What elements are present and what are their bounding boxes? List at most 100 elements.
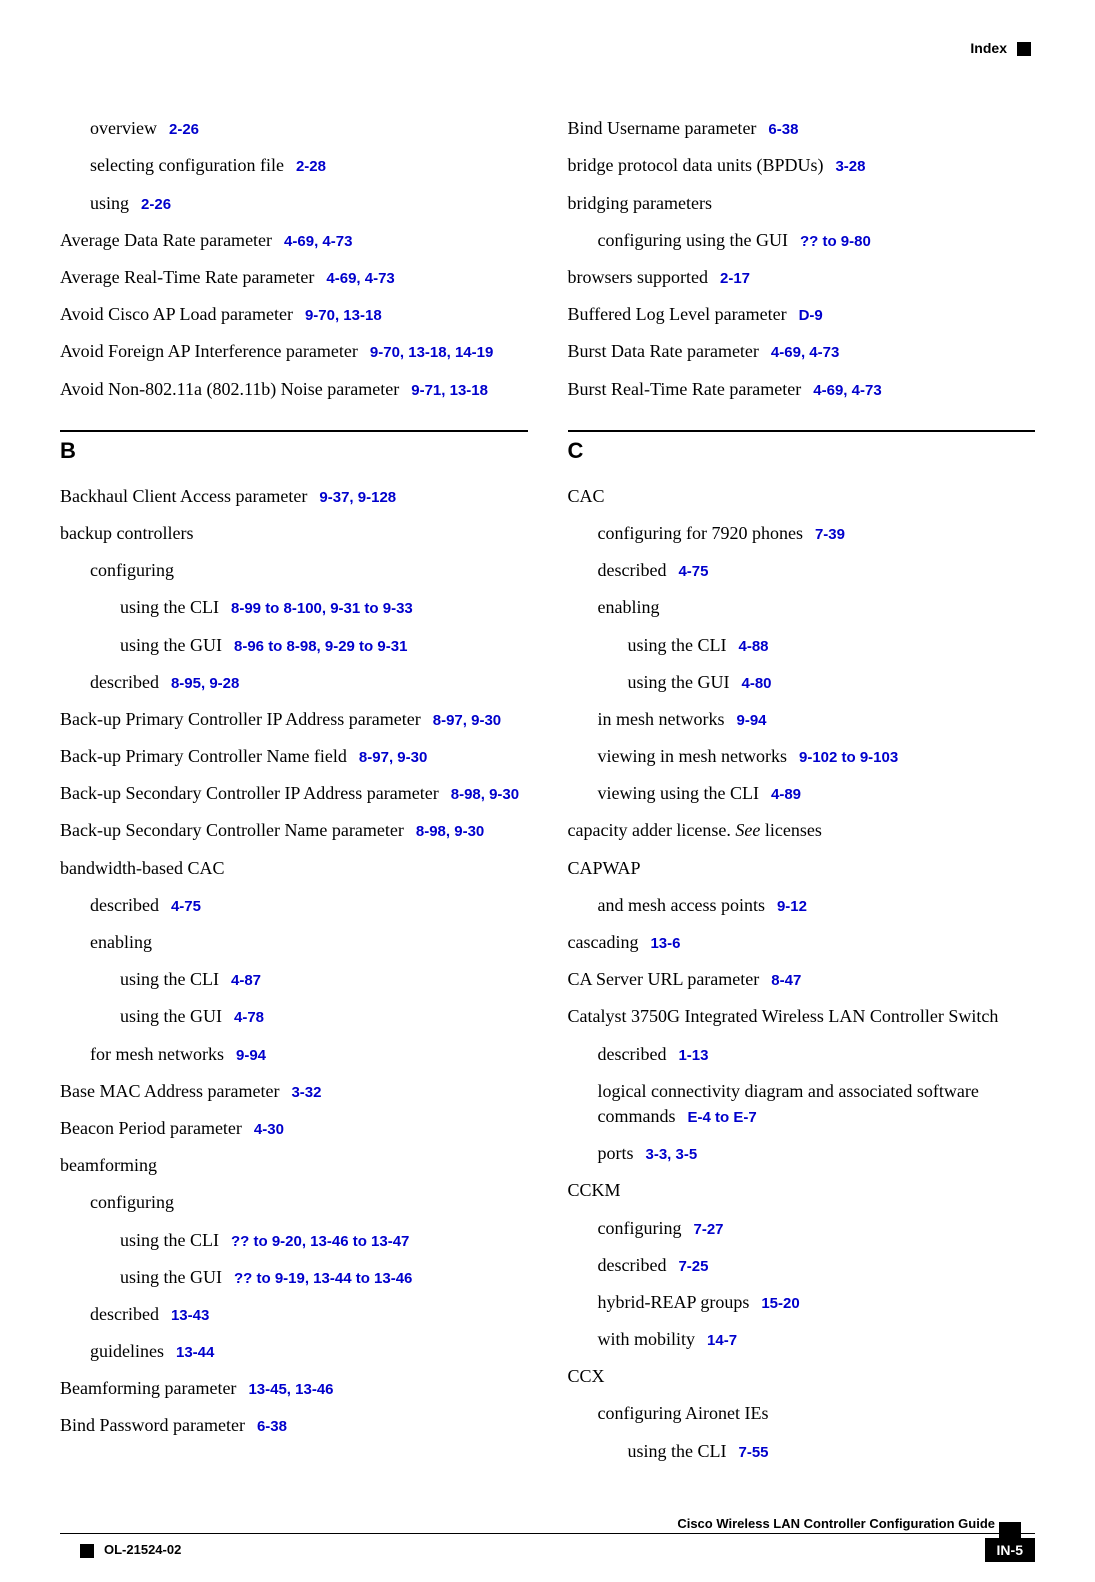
page-ref[interactable]: 1-13	[678, 1047, 708, 1064]
page-ref[interactable]: 9-70, 13-18, 14-19	[370, 344, 493, 361]
page-ref[interactable]: 4-88	[739, 638, 769, 655]
index-entry: and mesh access points9-12	[568, 893, 1036, 918]
right-column: Bind Username parameter6-38 bridge proto…	[568, 116, 1036, 1476]
index-entry: configuring	[60, 558, 528, 583]
page-ref[interactable]: 3-3, 3-5	[646, 1146, 698, 1163]
index-entry: Bind Password parameter 6-38	[60, 1413, 528, 1438]
page-ref[interactable]: 8-95, 9-28	[171, 675, 239, 692]
entry-text: Back-up Primary Controller IP Address pa…	[60, 709, 421, 729]
entry-text: using	[90, 193, 129, 213]
page-ref[interactable]: 13-45, 13-46	[248, 1381, 333, 1398]
entry-text: Average Data Rate parameter	[60, 230, 272, 250]
page-ref[interactable]: 4-30	[254, 1121, 284, 1138]
entry-text: described	[90, 1304, 159, 1324]
page-ref[interactable]: 6-38	[768, 121, 798, 138]
entry-text: described	[90, 672, 159, 692]
page-ref[interactable]: 13-44	[176, 1344, 214, 1361]
entry-text: configuring	[90, 560, 174, 580]
page-ref[interactable]: 4-75	[171, 898, 201, 915]
page-ref[interactable]: 4-75	[678, 563, 708, 580]
page-ref[interactable]: 4-89	[771, 786, 801, 803]
page-ref[interactable]: 13-6	[650, 935, 680, 952]
entry-text: CCKM	[568, 1180, 621, 1200]
page-ref[interactable]: 4-80	[742, 675, 772, 692]
entry-text: configuring using the GUI	[598, 230, 788, 250]
page-ref[interactable]: 3-32	[291, 1084, 321, 1101]
page-ref[interactable]: ?? to 9-80	[800, 233, 871, 250]
index-entry: using the GUI4-78	[60, 1004, 528, 1029]
page-ref[interactable]: 3-28	[835, 158, 865, 175]
page-ref[interactable]: 2-26	[169, 121, 199, 138]
entry-text: using the CLI	[120, 1230, 219, 1250]
page-ref[interactable]: 4-78	[234, 1009, 264, 1026]
entry-text: using the CLI	[628, 1441, 727, 1461]
footer-title: Cisco Wireless LAN Controller Configurat…	[60, 1516, 1035, 1531]
page-ref[interactable]: 7-55	[739, 1444, 769, 1461]
index-entry: selecting configuration file2-28	[60, 153, 528, 178]
entry-text: overview	[90, 118, 157, 138]
entry-text: viewing in mesh networks	[598, 746, 787, 766]
entry-text: using the GUI	[120, 1267, 222, 1287]
index-entry: backup controllers	[60, 521, 528, 546]
index-entry: ports3-3, 3-5	[568, 1141, 1036, 1166]
index-entry: Buffered Log Level parameter D-9	[568, 302, 1036, 327]
index-entry: using the CLI 7-55	[568, 1439, 1036, 1464]
section-letter-c: C	[568, 430, 1036, 464]
entry-text: Buffered Log Level parameter	[568, 304, 787, 324]
page-ref[interactable]: 9-12	[777, 898, 807, 915]
page-ref[interactable]: 9-94	[736, 712, 766, 729]
page-ref[interactable]: 8-47	[771, 972, 801, 989]
page-ref[interactable]: 8-96 to 8-98, 9-29 to 9-31	[234, 638, 407, 655]
index-entry: using the CLI8-99 to 8-100, 9-31 to 9-33	[60, 595, 528, 620]
index-entry: browsers supported2-17	[568, 265, 1036, 290]
page-ref[interactable]: 8-97, 9-30	[433, 712, 501, 729]
index-entry: CCX	[568, 1364, 1036, 1389]
index-entry: using the CLI ?? to 9-20, 13-46 to 13-47	[60, 1228, 528, 1253]
entry-text: Back-up Primary Controller Name field	[60, 746, 347, 766]
page-ref[interactable]: 8-99 to 8-100, 9-31 to 9-33	[231, 600, 413, 617]
page-ref[interactable]: 8-97, 9-30	[359, 749, 427, 766]
index-entry: viewing using the CLI4-89	[568, 781, 1036, 806]
page-ref[interactable]: 7-25	[678, 1258, 708, 1275]
page-ref[interactable]: E-4 to E-7	[688, 1109, 757, 1126]
index-entry: Avoid Cisco AP Load parameter 9-70, 13-18	[60, 302, 528, 327]
page-ref[interactable]: 8-98, 9-30	[416, 823, 484, 840]
entry-text: Bind Password parameter	[60, 1415, 245, 1435]
page-ref[interactable]: 15-20	[761, 1295, 799, 1312]
entry-text: Back-up Secondary Controller Name parame…	[60, 820, 404, 840]
page-ref[interactable]: 6-38	[257, 1418, 287, 1435]
entry-text: CCX	[568, 1366, 605, 1386]
index-entry: with mobility14-7	[568, 1327, 1036, 1352]
index-entry: configuring7-27	[568, 1216, 1036, 1241]
page-ref[interactable]: 4-87	[231, 972, 261, 989]
page-ref[interactable]: 4-69, 4-73	[813, 382, 881, 399]
page-ref[interactable]: 8-98, 9-30	[451, 786, 519, 803]
entry-text: Avoid Cisco AP Load parameter	[60, 304, 293, 324]
page-ref[interactable]: 4-69, 4-73	[771, 344, 839, 361]
page-ref[interactable]: 2-17	[720, 270, 750, 287]
index-entry: Burst Data Rate parameter4-69, 4-73	[568, 339, 1036, 364]
page-footer: Cisco Wireless LAN Controller Configurat…	[60, 1516, 1035, 1562]
index-entry: CA Server URL parameter8-47	[568, 967, 1036, 992]
page-ref[interactable]: 9-102 to 9-103	[799, 749, 898, 766]
index-entry: using 2-26	[60, 191, 528, 216]
page-ref[interactable]: 9-70, 13-18	[305, 307, 382, 324]
page-ref[interactable]: 14-7	[707, 1332, 737, 1349]
page-ref[interactable]: 9-94	[236, 1047, 266, 1064]
page-ref[interactable]: D-9	[799, 307, 823, 324]
index-entry: described4-75	[568, 558, 1036, 583]
index-entry: viewing in mesh networks 9-102 to 9-103	[568, 744, 1036, 769]
page-ref[interactable]: 9-71, 13-18	[411, 382, 488, 399]
entry-text: cascading	[568, 932, 639, 952]
page-ref[interactable]: 2-28	[296, 158, 326, 175]
page-ref[interactable]: 13-43	[171, 1307, 209, 1324]
page-ref[interactable]: 7-27	[693, 1221, 723, 1238]
page-ref[interactable]: 4-69, 4-73	[326, 270, 394, 287]
page-ref[interactable]: 2-26	[141, 196, 171, 213]
page-ref[interactable]: 9-37, 9-128	[319, 489, 396, 506]
page-ref[interactable]: 7-39	[815, 526, 845, 543]
page-ref[interactable]: ?? to 9-19, 13-44 to 13-46	[234, 1270, 412, 1287]
entry-text: for mesh networks	[90, 1044, 224, 1064]
page-ref[interactable]: ?? to 9-20, 13-46 to 13-47	[231, 1233, 409, 1250]
page-ref[interactable]: 4-69, 4-73	[284, 233, 352, 250]
